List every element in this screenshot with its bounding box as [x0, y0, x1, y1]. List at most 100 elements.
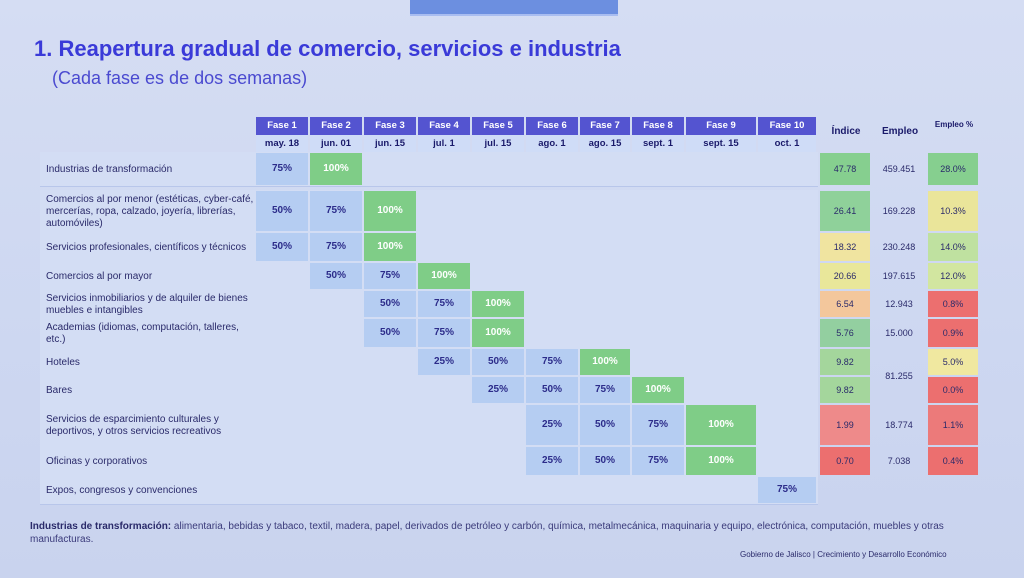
empleo-pct-cell: 28.0%	[928, 153, 978, 185]
phase-cell: 100%	[364, 191, 416, 231]
phase-cell: 75%	[310, 233, 362, 261]
empleo-cell: 12.943	[885, 299, 913, 309]
phase-header: Fase 5	[472, 117, 524, 135]
indice-cell: 0.70	[820, 447, 870, 475]
empleo-pct-cell: 0.9%	[928, 319, 978, 347]
phase-cell: 75%	[758, 477, 816, 503]
phase-cell: 50%	[364, 319, 416, 347]
top-tab-bar	[410, 0, 618, 16]
empleo-cell: 169.228	[882, 206, 916, 216]
indice-header: Índice	[831, 126, 861, 137]
phase-cell: 100%	[472, 319, 524, 347]
phase-cell: 50%	[256, 233, 308, 261]
row-label: Servicios inmobiliarios y de alquiler de…	[46, 293, 248, 316]
indice-cell: 5.76	[820, 319, 870, 347]
empleo-cell: 459.451	[882, 164, 916, 174]
phase-cell: 100%	[310, 153, 362, 185]
row-label: Servicios profesionales, científicos y t…	[46, 242, 247, 253]
indice-cell: 6.54	[820, 291, 870, 317]
empleo-cell: 197.615	[882, 271, 916, 281]
phase-cell: 50%	[580, 405, 630, 445]
phase-header: Fase 10	[758, 117, 816, 135]
footnote: Industrias de transformación: alimentari…	[30, 520, 990, 546]
phase-cell: 75%	[632, 405, 684, 445]
row-label: Servicios de esparcimiento culturales y …	[46, 414, 222, 437]
empleo-pct-cell: 14.0%	[928, 233, 978, 261]
phase-cell: 50%	[364, 291, 416, 317]
phase-date: oct. 1	[758, 135, 816, 153]
phase-cell: 50%	[310, 263, 362, 289]
row-label: Bares	[46, 385, 73, 396]
indice-cell: 1.99	[820, 405, 870, 445]
phase-date: may. 18	[256, 135, 308, 153]
phase-cell: 25%	[472, 377, 524, 403]
phase-cell: 75%	[418, 291, 470, 317]
phase-cell: 75%	[632, 447, 684, 475]
phase-header: Fase 8	[632, 117, 684, 135]
empleo-merged-cell: 81.255	[885, 371, 913, 381]
empleo-pct-cell: 12.0%	[928, 263, 978, 289]
phase-date: jun. 01	[310, 135, 362, 153]
phase-cell: 100%	[686, 447, 756, 475]
empleo-pct-header: Empleo %	[934, 120, 974, 129]
indice-cell: 20.66	[820, 263, 870, 289]
table-row	[40, 152, 818, 187]
phase-cell: 100%	[686, 405, 756, 445]
row-label: Academias (idiomas, computación, tallere…	[46, 322, 239, 345]
indice-cell: 26.41	[820, 191, 870, 231]
empleo-pct-cell: 1.1%	[928, 405, 978, 445]
empleo-pct-cell: 0.0%	[928, 377, 978, 403]
footnote-text: alimentaria, bebidas y tabaco, textil, m…	[30, 521, 944, 545]
phase-cell: 75%	[580, 377, 630, 403]
table-row	[40, 190, 818, 233]
phase-cell: 100%	[472, 291, 524, 317]
empleo-header: Empleo	[881, 126, 919, 137]
empleo-pct-cell: 5.0%	[928, 349, 978, 375]
phase-date: jun. 15	[364, 135, 416, 153]
row-label: Hoteles	[46, 357, 80, 368]
phase-cell: 75%	[526, 349, 578, 375]
phase-cell: 75%	[256, 153, 308, 185]
indice-cell: 9.82	[820, 349, 870, 375]
row-label: Industrias de transformación	[46, 164, 173, 175]
empleo-cell: 18.774	[885, 420, 913, 430]
phase-cell: 50%	[256, 191, 308, 231]
phase-header: Fase 1	[256, 117, 308, 135]
phase-header: Fase 6	[526, 117, 578, 135]
credit: Gobierno de Jalisco | Crecimiento y Desa…	[740, 550, 947, 559]
empleo-pct-cell: 0.8%	[928, 291, 978, 317]
page-title: 1. Reapertura gradual de comercio, servi…	[34, 36, 621, 61]
indice-cell: 18.32	[820, 233, 870, 261]
row-label: Comercios al por menor (estéticas, cyber…	[46, 194, 254, 229]
phase-date: sept. 1	[632, 135, 684, 153]
phase-date: sept. 15	[686, 135, 756, 153]
indice-cell: 47.78	[820, 153, 870, 185]
empleo-cell: 15.000	[885, 328, 913, 338]
phase-date: ago. 15	[580, 135, 630, 153]
phase-header: Fase 7	[580, 117, 630, 135]
empleo-pct-cell: 10.3%	[928, 191, 978, 231]
phase-cell: 100%	[632, 377, 684, 403]
phase-cell: 100%	[580, 349, 630, 375]
phase-cell: 75%	[310, 191, 362, 231]
phase-date: jul. 15	[472, 135, 524, 153]
phase-date: ago. 1	[526, 135, 578, 153]
phase-cell: 75%	[364, 263, 416, 289]
indice-cell: 9.82	[820, 377, 870, 403]
row-label: Expos, congresos y convenciones	[46, 485, 198, 496]
table-row	[40, 476, 818, 505]
empleo-cell: 7.038	[887, 456, 911, 466]
phase-cell: 25%	[526, 405, 578, 445]
phase-cell: 100%	[364, 233, 416, 261]
footnote-bold: Industrias de transformación:	[30, 521, 172, 532]
phase-header: Fase 3	[364, 117, 416, 135]
phase-header: Fase 4	[418, 117, 470, 135]
empleo-pct-cell: 0.4%	[928, 447, 978, 475]
row-label: Oficinas y corporativos	[46, 456, 148, 467]
phase-cell: 50%	[580, 447, 630, 475]
empleo-cell: 230.248	[882, 242, 916, 252]
phase-date: jul. 1	[418, 135, 470, 153]
phase-cell: 75%	[418, 319, 470, 347]
phase-header: Fase 9	[686, 117, 756, 135]
